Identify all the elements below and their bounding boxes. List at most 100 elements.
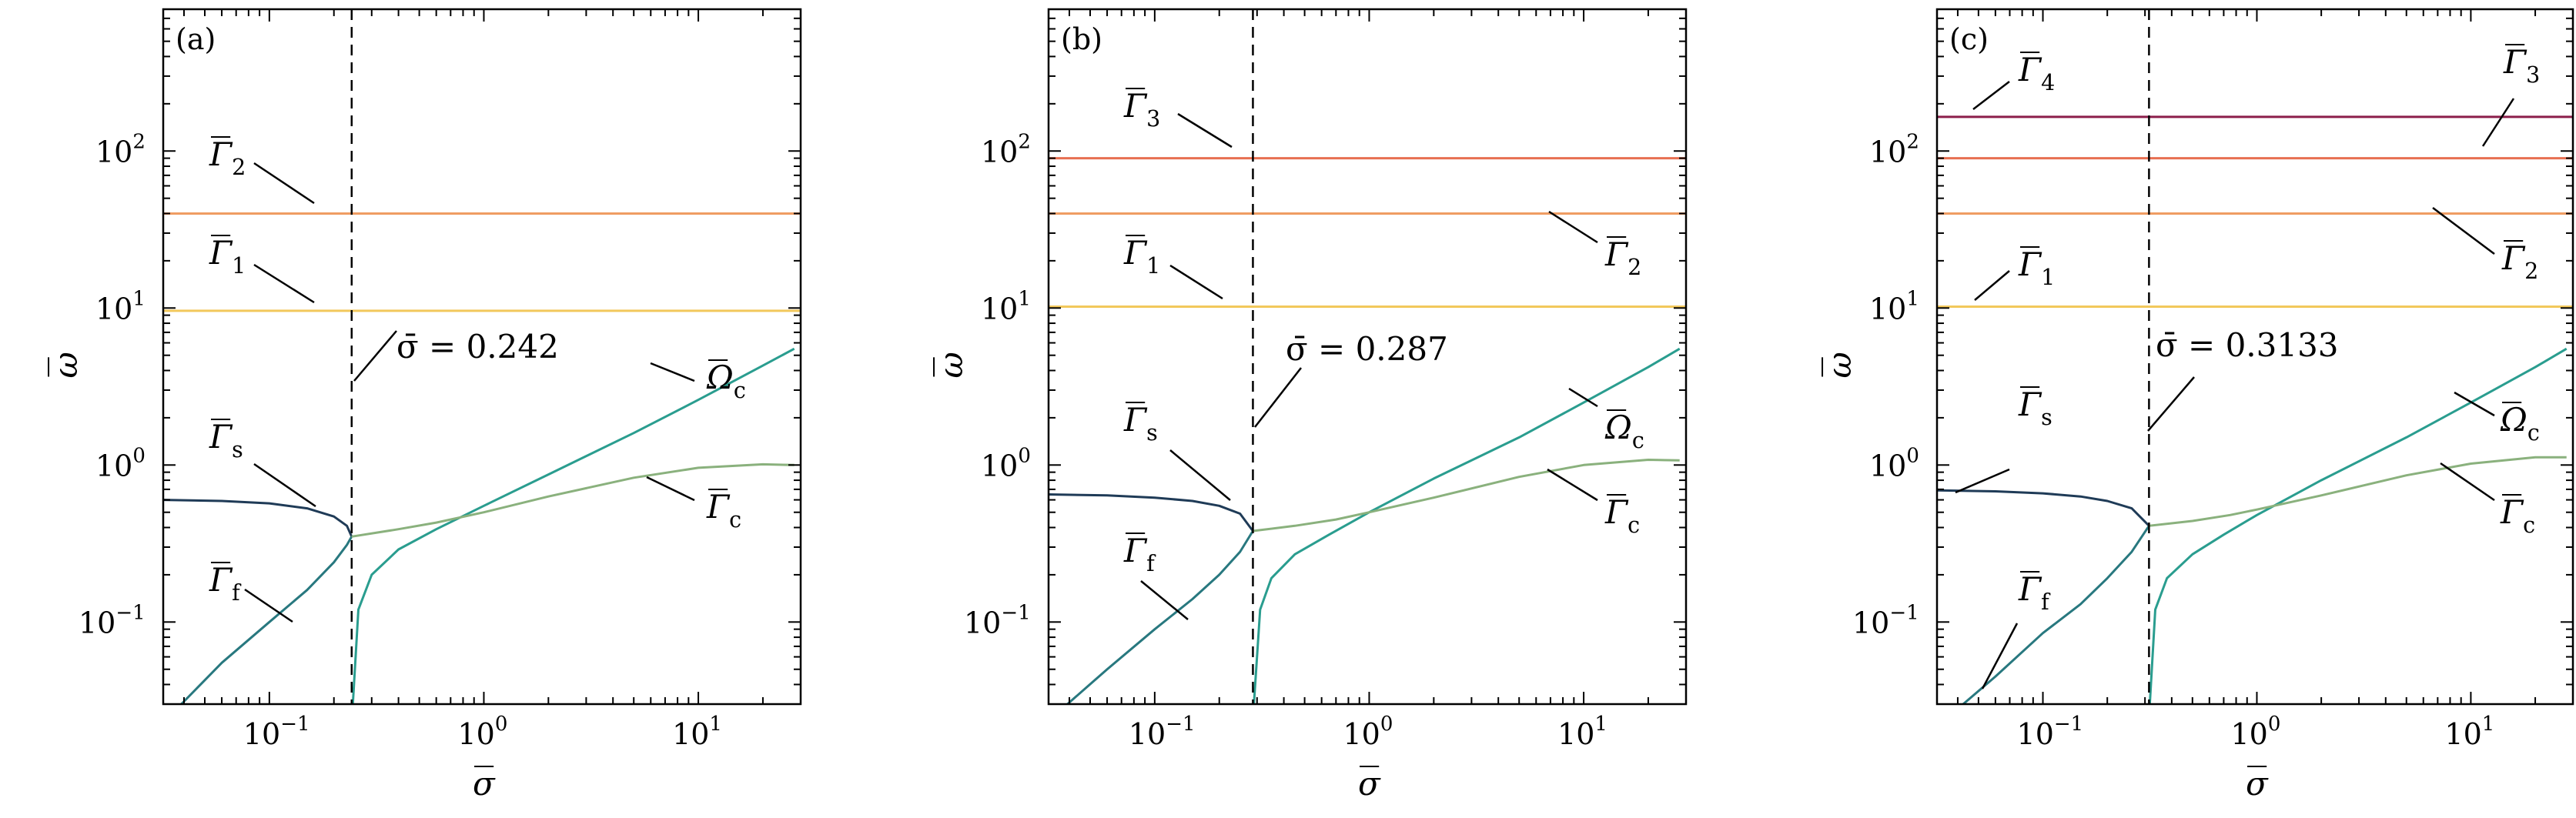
series-label-s: Γs: [1123, 401, 1158, 446]
series-label-2: Γ2: [2501, 239, 2538, 284]
y-tick-label: 102: [981, 130, 1031, 169]
plot-area: [1937, 115, 2573, 704]
curve-s-gamma: [1937, 489, 2150, 527]
panel-label: (a): [176, 22, 216, 56]
curve-f-gamma: [1961, 525, 2150, 704]
x-tick-label: 10−1: [243, 713, 310, 751]
label-leader: [2481, 98, 2515, 147]
y-axis-label: ω: [932, 352, 970, 378]
y-tick-label: 102: [1869, 130, 1919, 169]
series-label-1: Γ1: [2018, 245, 2055, 290]
x-tick-label: 10−1: [1129, 713, 1196, 751]
series-label-f: Γf: [1123, 532, 1156, 576]
series-label-3: Γ3: [2503, 43, 2540, 88]
label-leader: [2440, 462, 2495, 502]
y-axis-label: ω: [1821, 352, 1858, 378]
x-tick-label: 101: [2444, 713, 2494, 751]
plot-frame: [1935, 8, 2574, 706]
series-label-4: Γ4: [2018, 51, 2055, 95]
x-tick-label: 100: [2230, 713, 2280, 751]
y-tick-label: 10−1: [964, 601, 1031, 639]
label-leader: [1547, 468, 1598, 502]
y-axis: 10−1 100 101 102: [79, 8, 801, 705]
label-leader: [1568, 387, 1598, 408]
curve-s-gamma: [1049, 493, 1254, 532]
label-leader: [1981, 623, 2019, 689]
critical-leader: [2147, 376, 2195, 432]
curve-c-gamma: [2149, 456, 2567, 527]
series-label-c: Ωc: [2500, 401, 2540, 446]
plot-frame: [1047, 8, 1688, 706]
critical-sigma-label: σ̄ = 0.242: [396, 328, 559, 366]
panel-label: (b): [1061, 22, 1102, 56]
x-axis-label: σ: [2246, 765, 2269, 803]
plot-area: [163, 212, 801, 704]
y-tick-label: 102: [95, 130, 146, 169]
label-leader: [1548, 210, 1598, 244]
x-tick-label: 101: [1557, 713, 1607, 751]
critical-sigma-label: σ̄ = 0.287: [1286, 330, 1448, 368]
label-leader: [253, 462, 316, 508]
curve-c-gamma: [1253, 459, 1680, 533]
critical-leader: [1254, 367, 1302, 428]
label-leader: [2454, 391, 2495, 417]
chart-panel-b: 10−1 100 101 10−1 100 101 102 σ ω (b) Γ1 Γ2 Γ3 Γs Γf Ωc…: [932, 8, 1688, 803]
series-label-s: Γs: [2018, 386, 2052, 430]
series-label-f: Γf: [209, 561, 242, 606]
panel-label: (c): [1949, 22, 1989, 56]
x-axis: 10−1 100 101: [1068, 9, 1687, 751]
y-axis-label-text: ω: [47, 352, 85, 378]
label-leader: [244, 588, 293, 623]
y-tick-label: 10−1: [1852, 601, 1919, 639]
y-tick-label: 100: [981, 444, 1031, 482]
chart-panel-c: 10−1 100 101 10−1 100 101 102 σ ω (c) Γ1 Γ2 Γ3 Γ4 Γs Γf…: [1821, 8, 2574, 803]
x-tick-label: 10−1: [2017, 713, 2084, 751]
series-label-c: Ωc: [706, 359, 746, 403]
label-leader: [253, 162, 315, 205]
critical-leader: [353, 330, 397, 382]
y-tick-label: 100: [95, 444, 146, 482]
y-axis: 10−1 100 101 102: [1852, 8, 2573, 705]
label-leader: [1974, 270, 2010, 301]
label-leader: [650, 362, 695, 382]
series-label-f: Γf: [2018, 570, 2051, 615]
y-tick-label: 100: [1869, 444, 1919, 482]
y-axis-label-text: ω: [932, 352, 970, 378]
series-label-2: Γ2: [1604, 235, 1641, 280]
series-label-c: Γc: [706, 488, 741, 533]
curve-s-gamma: [163, 499, 353, 537]
y-tick-label: 101: [981, 287, 1031, 326]
series-label-1: Γ1: [1123, 234, 1160, 279]
series-label-2: Γ2: [209, 135, 246, 180]
plot-area: [1049, 157, 1686, 704]
plot-frame: [162, 8, 802, 706]
label-leader: [646, 476, 695, 502]
curve-c-omega: [2148, 347, 2568, 704]
label-leader: [1177, 112, 1233, 149]
x-axis-label: σ: [1358, 765, 1381, 803]
critical-sigma-label: σ̄ = 0.3133: [2156, 326, 2339, 364]
curve-f-gamma: [179, 536, 353, 704]
y-axis-label-text: ω: [1821, 352, 1858, 378]
x-axis: 10−1 100 101: [182, 9, 801, 751]
x-tick-label: 100: [1343, 713, 1393, 751]
y-tick-label: 10−1: [79, 601, 146, 639]
y-tick-label: 101: [1869, 287, 1919, 326]
label-leader: [2432, 207, 2495, 255]
label-leader: [1140, 580, 1189, 620]
series-label-3: Γ3: [1123, 87, 1160, 132]
y-axis: 10−1 100 101 102: [964, 8, 1686, 705]
series-label-c: Γc: [1604, 493, 1640, 538]
x-tick-label: 101: [672, 713, 722, 751]
label-leader: [1169, 264, 1223, 300]
label-leader: [1955, 468, 2010, 494]
x-tick-label: 100: [457, 713, 507, 751]
x-axis: 10−1 100 101: [1956, 9, 2574, 751]
curve-c-gamma: [351, 462, 795, 538]
series-label-s: Γs: [209, 418, 243, 462]
y-tick-label: 101: [95, 287, 146, 326]
series-label-1: Γ1: [209, 234, 246, 279]
label-leader: [1169, 449, 1231, 501]
chart-panel-a: 10−1 100 101 10−1 100 101 102 σ ω (a) Γ1 Γ2 Γs Γf Ωc Γc…: [47, 8, 802, 803]
